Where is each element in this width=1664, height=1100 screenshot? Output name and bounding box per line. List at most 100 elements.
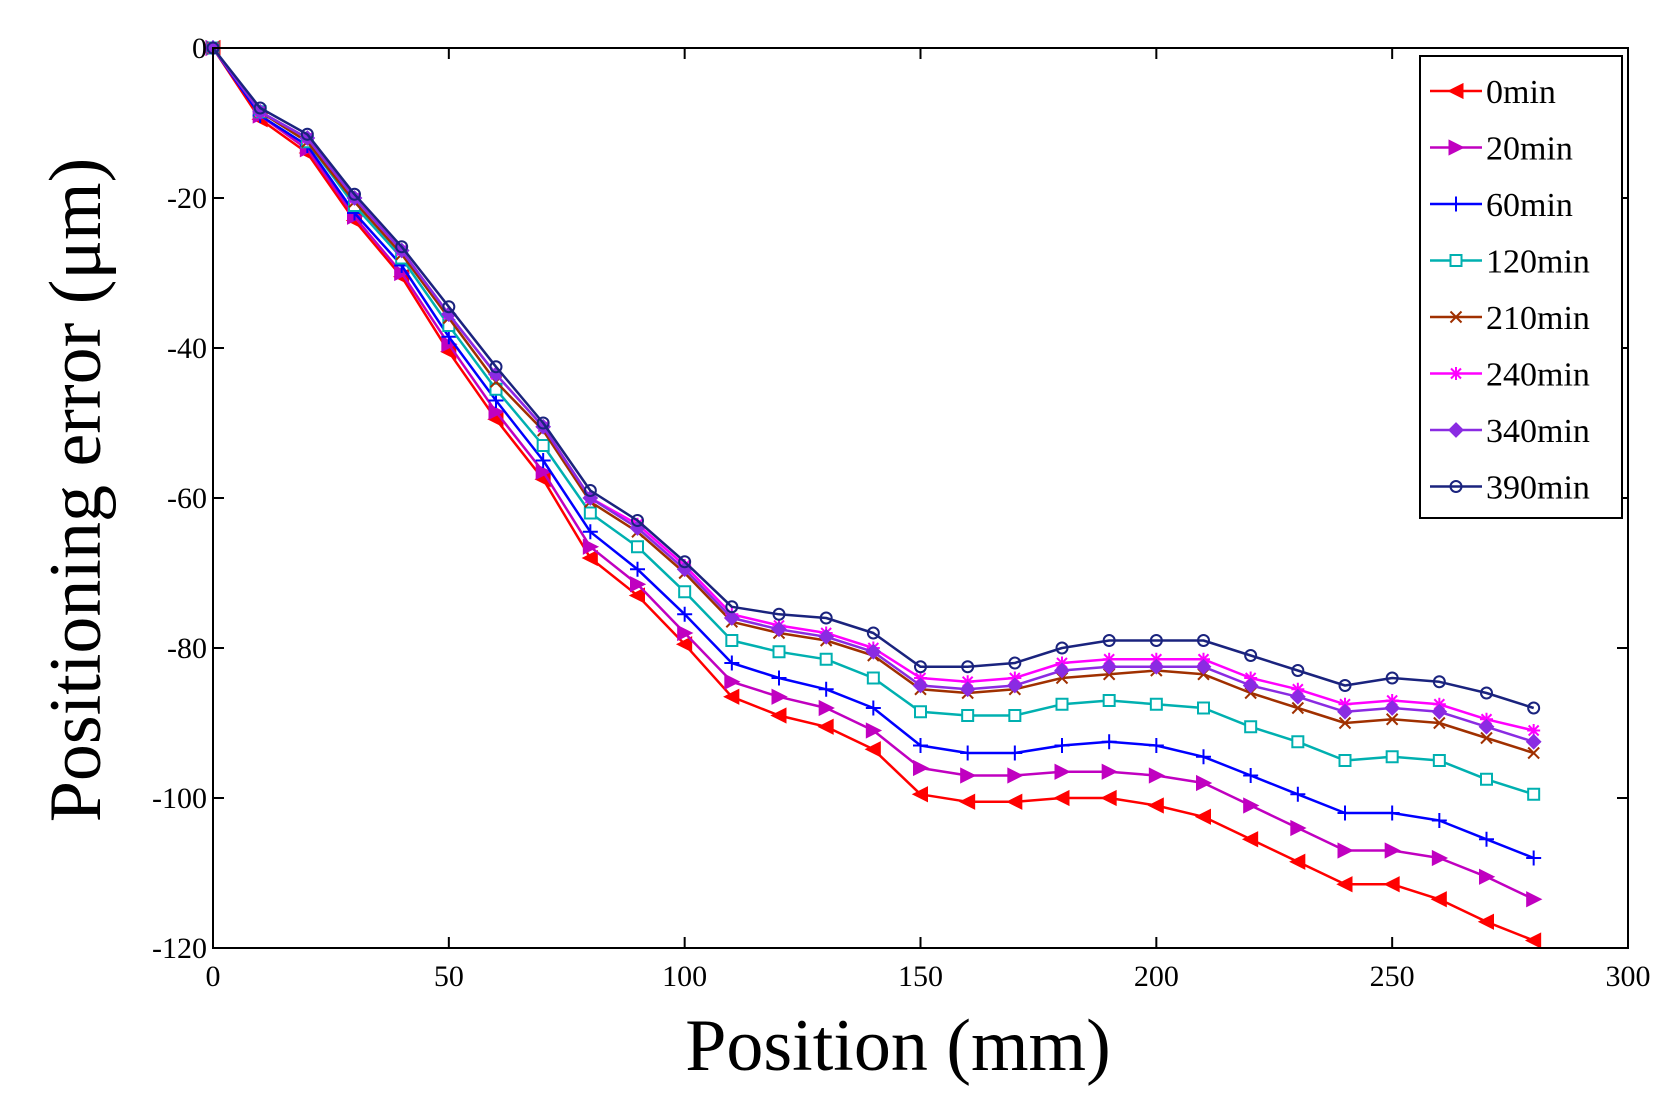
data-point [818, 699, 835, 717]
data-point [300, 127, 314, 141]
data-point [1054, 662, 1070, 679]
data-point [912, 677, 929, 694]
legend-label: 390min [1486, 470, 1590, 507]
data-point [1100, 789, 1117, 807]
x-axis-title: Position (mm) [685, 1005, 1111, 1087]
data-point [1054, 738, 1070, 753]
data-point [1196, 749, 1211, 765]
data-point [1527, 746, 1540, 760]
data-point [1291, 664, 1305, 677]
data-point [628, 587, 645, 604]
data-point [770, 707, 787, 724]
data-point [1478, 718, 1495, 735]
data-point [819, 652, 833, 666]
legend-label: 60min [1486, 187, 1573, 224]
data-point [1291, 701, 1305, 715]
data-point [1433, 716, 1446, 730]
plot-series [204, 39, 1543, 949]
data-point [1244, 720, 1258, 734]
data-point [1242, 677, 1259, 694]
data-point [1007, 767, 1024, 784]
data-point [1338, 754, 1352, 767]
data-point [771, 621, 787, 638]
data-point [1480, 731, 1493, 745]
data-point [1243, 797, 1260, 814]
data-point [913, 759, 930, 777]
data-point [725, 600, 739, 614]
data-point [1289, 853, 1306, 870]
data-point [1526, 891, 1543, 908]
data-point [1195, 658, 1212, 675]
data-point [724, 655, 740, 671]
legend-marker [1449, 480, 1463, 493]
x-tick-label: 150 [898, 960, 943, 993]
data-point [677, 606, 693, 622]
legend-item: 210min [1430, 300, 1590, 337]
data-point [1007, 745, 1023, 761]
series-120min [206, 41, 1541, 801]
data-point [395, 240, 409, 254]
data-point [865, 722, 883, 739]
legend-label: 240min [1486, 357, 1590, 394]
legend-marker [1448, 139, 1465, 156]
data-point [1197, 634, 1210, 647]
legend-marker [1448, 196, 1464, 212]
data-point [677, 624, 694, 642]
data-point [1196, 774, 1213, 792]
data-point [818, 628, 835, 645]
legend-item: 20min [1430, 131, 1573, 168]
data-point [1101, 658, 1118, 675]
data-point [1384, 842, 1401, 859]
legend-marker [1449, 367, 1463, 380]
data-point [1102, 694, 1116, 707]
data-point [914, 660, 927, 674]
data-point [489, 360, 503, 374]
data-point [1432, 754, 1446, 767]
data-point [1101, 763, 1118, 780]
data-point [1338, 716, 1352, 730]
x-tick-label: 200 [1134, 960, 1179, 993]
data-point [1527, 701, 1541, 715]
data-point [1480, 686, 1493, 700]
data-point [1148, 767, 1166, 784]
data-point [1054, 763, 1071, 780]
data-point [1385, 671, 1399, 685]
data-point [1336, 876, 1353, 893]
data-point [1524, 932, 1542, 949]
legend-marker [1449, 254, 1463, 267]
x-tick-label: 250 [1370, 960, 1415, 993]
data-point [1383, 876, 1400, 893]
data-point [1525, 733, 1542, 750]
data-point [535, 463, 552, 480]
legend-item: 0min [1430, 74, 1556, 111]
data-point [582, 538, 600, 555]
data-point [1477, 913, 1494, 930]
data-point [771, 688, 788, 705]
data-point [1148, 658, 1165, 675]
legend: 0min 20min 60min 120min 210min 240min 340min 39… [1419, 55, 1623, 519]
data-point [582, 524, 598, 540]
data-point [1008, 709, 1022, 722]
data-point [1338, 679, 1352, 692]
legend-label: 0min [1486, 74, 1556, 111]
data-point [1431, 849, 1449, 867]
data-point [1006, 793, 1023, 810]
data-point [960, 745, 976, 761]
data-point [1241, 831, 1259, 848]
x-tick-label: 100 [662, 960, 707, 993]
legend-item: 340min [1430, 413, 1590, 450]
data-point [1431, 813, 1447, 828]
data-point [1149, 634, 1163, 647]
data-point [772, 607, 786, 621]
data-point [678, 555, 692, 569]
y-tick-label: 0 [192, 32, 207, 65]
legend-item: 60min [1430, 187, 1573, 224]
x-tick-label: 50 [434, 960, 464, 993]
data-point [1006, 677, 1023, 694]
data-point [1290, 786, 1306, 802]
data-point [536, 416, 550, 430]
legend-label: 210min [1486, 300, 1590, 337]
y-tick-label: -40 [167, 332, 207, 365]
y-tick-label: -20 [167, 182, 207, 215]
data-point [630, 561, 645, 577]
